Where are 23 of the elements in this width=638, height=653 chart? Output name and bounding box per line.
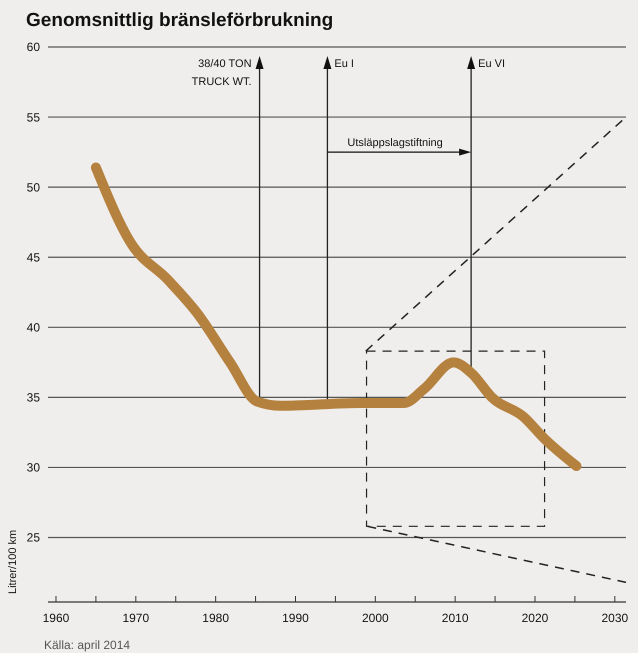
chart-title: Genomsnittlig bränsleförbrukning — [26, 10, 334, 31]
ref-line-label: 38/40 TON TRUCK WT. — [192, 58, 252, 88]
y-tick-label: 40 — [26, 320, 40, 335]
x-tick-label: 2030 — [601, 611, 628, 625]
annotation: Utsläppslagstiftning — [347, 137, 443, 150]
y-tick-label: 50 — [26, 180, 40, 194]
x-tick-label: 1990 — [282, 611, 310, 625]
y-axis-title: Litrer/100 km — [7, 530, 19, 594]
ref-line-label: Eu I — [334, 58, 354, 70]
y-tick-label: 30 — [26, 460, 40, 475]
y-tick-label: 45 — [26, 250, 40, 264]
ref-line-label: Eu VI — [478, 58, 506, 70]
x-tick-label: 1960 — [42, 611, 70, 625]
x-tick-label: 2000 — [362, 611, 389, 625]
x-tick-label: 1980 — [202, 611, 230, 625]
text: Källa: april 2014 — [44, 638, 130, 652]
x-tick-label: 2020 — [522, 611, 549, 625]
y-tick-label: 35 — [26, 390, 40, 405]
y-tick-label: 55 — [26, 110, 40, 124]
y-tick-label: 25 — [26, 530, 40, 545]
x-tick-label: 1970 — [122, 611, 150, 625]
y-tick-label: 60 — [26, 40, 40, 54]
x-tick-label: 2010 — [442, 611, 469, 625]
